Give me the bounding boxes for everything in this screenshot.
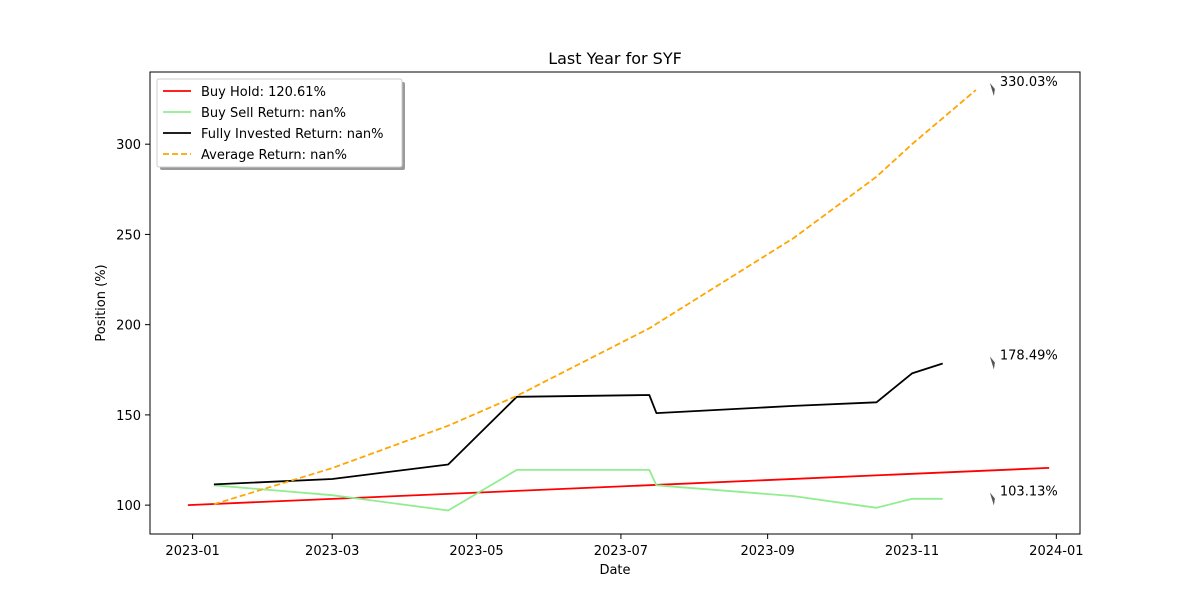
x-axis: 2023-01 2023-03 2023-05 2023-07 2023-09 2023-… — [165, 534, 1084, 559]
series-line-2 — [213, 468, 943, 512]
axes-frame — [149, 71, 1081, 535]
x-tick-label: 2023-11 — [885, 544, 939, 559]
legend-box — [156, 78, 403, 168]
legend-label: Buy Sell Return: nan% — [201, 106, 346, 121]
y-tick-label: 300 — [116, 138, 141, 153]
legend-label: Fully Invested Return: nan% — [201, 127, 384, 142]
y-tick-label: 200 — [116, 319, 141, 334]
series-line-3 — [213, 362, 943, 486]
y-tick-label: 250 — [116, 228, 141, 243]
annotation-arrow — [989, 82, 995, 96]
series-line-1 — [187, 467, 1050, 506]
x-tick-label: 2024-01 — [1029, 544, 1083, 559]
legend-label: Buy Hold: 120.61% — [201, 85, 326, 100]
annotation-arrow — [989, 356, 995, 370]
annotation-arrow — [989, 492, 995, 506]
y-tick-label: 150 — [116, 409, 141, 424]
series-line-4 — [213, 89, 977, 506]
annotation-label: 178.49% — [1000, 348, 1058, 363]
annotation-label: 330.03% — [1000, 75, 1058, 90]
x-axis-label: Date — [599, 563, 630, 578]
chart-title: Last Year for SYF — [548, 49, 682, 68]
y-axis-label: Position (%) — [94, 264, 109, 341]
x-tick-label: 2023-09 — [740, 544, 794, 559]
plot-area — [187, 89, 1050, 512]
legend-label: Average Return: nan% — [201, 148, 347, 163]
x-tick-label: 2023-01 — [165, 544, 219, 559]
annotations: 330.03% 178.49% 103.13% — [989, 75, 1058, 506]
y-axis: 100 150 200 250 300 — [116, 138, 150, 514]
y-tick-label: 100 — [116, 499, 141, 514]
x-tick-label: 2023-05 — [449, 544, 503, 559]
annotation-label: 103.13% — [1000, 484, 1058, 499]
legend: Buy Hold: 120.61% Buy Sell Return: nan% Fu… — [156, 78, 405, 170]
x-tick-label: 2023-07 — [594, 544, 648, 559]
x-tick-label: 2023-03 — [305, 544, 359, 559]
